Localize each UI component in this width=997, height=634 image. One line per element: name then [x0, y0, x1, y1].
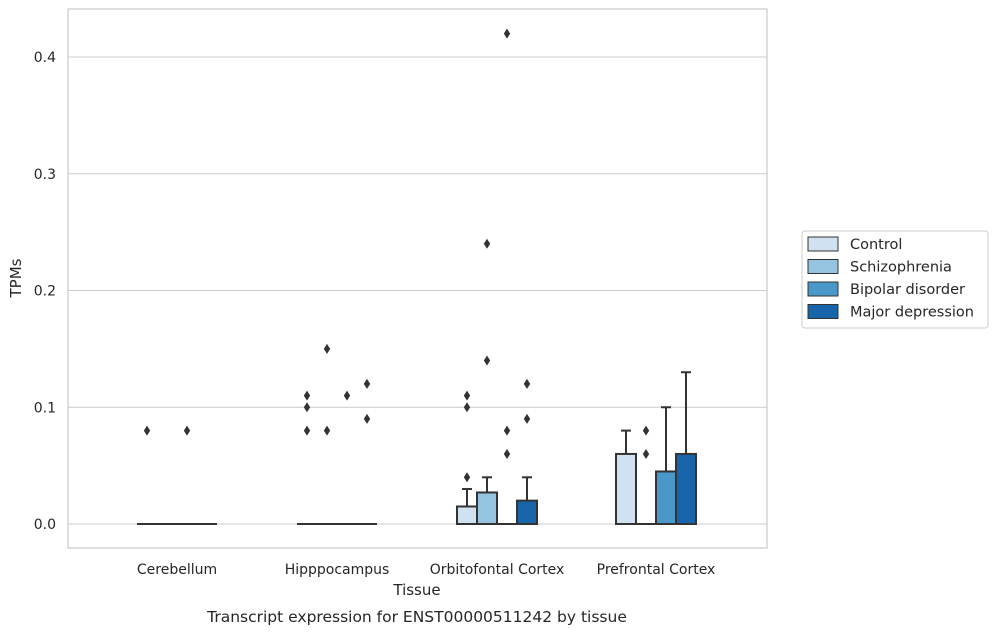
outlier-point: [363, 378, 371, 389]
legend-swatch: [807, 304, 839, 319]
grid-lines: [68, 56, 767, 525]
outlier-point: [303, 390, 311, 401]
outlier-point: [523, 378, 531, 389]
outlier-point: [642, 448, 650, 459]
x-tick-label: Orbitofontal Cortex: [430, 562, 565, 578]
legend-frame: [801, 230, 989, 329]
x-tick-label: Cerebellum: [137, 562, 217, 578]
x-axis-label: Tissue: [392, 581, 440, 599]
outlier-point: [503, 425, 511, 436]
legend-label: Major depression: [850, 305, 974, 321]
outlier-point: [303, 425, 311, 436]
plot-frame: [67, 8, 768, 549]
y-tick-label: 0.1: [34, 400, 56, 416]
legend-swatch: [807, 281, 839, 297]
box-major-depression: [516, 499, 538, 525]
y-tick-label: 0.4: [34, 50, 56, 66]
box-bipolar-disorder: [655, 470, 677, 525]
outlier-point: [323, 425, 331, 436]
y-tick-label: 0.2: [34, 284, 56, 300]
outlier-point: [483, 355, 491, 366]
outlier-point: [183, 425, 191, 436]
legend-swatch: [807, 236, 839, 252]
plot-marks: [137, 28, 697, 526]
legend: Control Schizophrenia Bipolar disorder Majo…: [801, 230, 989, 329]
x-tick-label: Hipppocampus: [285, 562, 390, 578]
outlier-point: [503, 28, 511, 39]
outlier-point: [463, 472, 471, 483]
box-major-depression: [675, 452, 697, 526]
x-tick-label: Prefrontal Cortex: [597, 562, 716, 578]
box-control: [456, 505, 478, 525]
y-tick-label: 0.0: [34, 517, 56, 533]
x-axis-ticks: Cerebellum Hipppocampus Orbitofontal Corte…: [137, 562, 715, 578]
outlier-point: [523, 413, 531, 424]
outlier-point: [363, 413, 371, 424]
outlier-point: [143, 425, 151, 436]
outlier-point: [503, 448, 511, 459]
chart-caption: Transcript expression for ENST0000051124…: [206, 608, 627, 626]
box-schizophrenia: [476, 491, 498, 526]
legend-label: Bipolar disorder: [850, 282, 965, 298]
outlier-point: [343, 390, 351, 401]
outlier-point: [483, 238, 491, 249]
box-control: [615, 452, 637, 526]
y-axis-label: TPMs: [7, 258, 25, 298]
outlier-point: [323, 343, 331, 354]
y-axis-ticks: 0.0 0.1 0.2 0.3 0.4: [34, 50, 56, 533]
legend-label: Schizophrenia: [850, 260, 952, 276]
legend-swatch: [807, 259, 839, 274]
outlier-point: [463, 390, 471, 401]
legend-label: Control: [850, 237, 902, 253]
y-tick-label: 0.3: [34, 167, 56, 183]
outlier-point: [463, 402, 471, 413]
outlier-point: [303, 402, 311, 413]
outlier-point: [642, 425, 650, 436]
